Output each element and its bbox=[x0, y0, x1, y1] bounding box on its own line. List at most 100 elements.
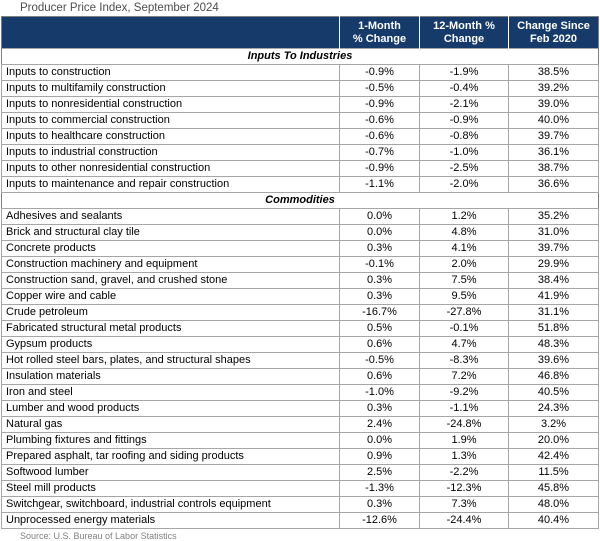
row-value: 0.3% bbox=[339, 240, 420, 257]
row-label: Construction machinery and equipment bbox=[1, 256, 340, 273]
table-row: Inputs to maintenance and repair constru… bbox=[1, 176, 599, 193]
table-row: Inputs to healthcare construction -0.6% -0… bbox=[1, 128, 599, 145]
table-row: Gypsum products 0.6% 4.7% 48.3% bbox=[1, 336, 599, 353]
row-value: 39.2% bbox=[508, 80, 599, 97]
row-value: -0.7% bbox=[339, 144, 420, 161]
row-value: 31.1% bbox=[508, 304, 599, 321]
row-value: 38.7% bbox=[508, 160, 599, 177]
row-value: 39.0% bbox=[508, 96, 599, 113]
row-label: Lumber and wood products bbox=[1, 400, 340, 417]
row-value: 1.9% bbox=[419, 432, 509, 449]
row-value: 2.0% bbox=[419, 256, 509, 273]
row-value: -0.9% bbox=[339, 64, 420, 81]
table-row: Insulation materials 0.6% 7.2% 46.8% bbox=[1, 368, 599, 385]
row-value: 20.0% bbox=[508, 432, 599, 449]
row-value: -0.1% bbox=[339, 256, 420, 273]
row-value: 0.6% bbox=[339, 368, 420, 385]
row-value: -0.9% bbox=[339, 160, 420, 177]
row-value: 2.4% bbox=[339, 416, 420, 433]
row-value: -1.0% bbox=[339, 384, 420, 401]
header-line: 1-Month bbox=[358, 19, 401, 32]
row-value: 42.4% bbox=[508, 448, 599, 465]
table-row: Inputs to commercial construction -0.6% -0… bbox=[1, 112, 599, 129]
header-line: % Change bbox=[352, 32, 407, 45]
row-value: 7.3% bbox=[419, 496, 509, 513]
table-row: Natural gas 2.4% -24.8% 3.2% bbox=[1, 416, 599, 433]
row-value: 36.1% bbox=[508, 144, 599, 161]
row-label: Natural gas bbox=[1, 416, 340, 433]
table-row: Lumber and wood products 0.3% -1.1% 24.3% bbox=[1, 400, 599, 417]
row-label: Construction sand, gravel, and crushed s… bbox=[1, 272, 340, 289]
row-label: Hot rolled steel bars, plates, and struc… bbox=[1, 352, 340, 369]
row-value: 0.3% bbox=[339, 400, 420, 417]
header-cell-12-month: 12-Month % Change bbox=[419, 16, 509, 49]
row-label: Inputs to commercial construction bbox=[1, 112, 340, 129]
row-value: 51.8% bbox=[508, 320, 599, 337]
row-label: Brick and structural clay tile bbox=[1, 224, 340, 241]
row-value: -9.2% bbox=[419, 384, 509, 401]
row-value: 0.0% bbox=[339, 208, 420, 225]
row-value: -2.0% bbox=[419, 176, 509, 193]
table-row: Inputs to multifamily construction -0.5% -… bbox=[1, 80, 599, 97]
row-label: Unprocessed energy materials bbox=[1, 512, 340, 529]
row-value: 36.6% bbox=[508, 176, 599, 193]
row-label: Insulation materials bbox=[1, 368, 340, 385]
table-row: Crude petroleum -16.7% -27.8% 31.1% bbox=[1, 304, 599, 321]
row-value: 0.3% bbox=[339, 288, 420, 305]
row-value: 29.9% bbox=[508, 256, 599, 273]
row-value: -12.6% bbox=[339, 512, 420, 529]
row-value: 11.5% bbox=[508, 464, 599, 481]
row-label: Switchgear, switchboard, industrial cont… bbox=[1, 496, 340, 513]
row-value: -1.9% bbox=[419, 64, 509, 81]
table-row: Inputs to nonresidential construction -0.… bbox=[1, 96, 599, 113]
section-header-row: Commodities bbox=[1, 192, 599, 209]
row-value: -2.5% bbox=[419, 160, 509, 177]
row-value: 39.6% bbox=[508, 352, 599, 369]
row-value: 9.5% bbox=[419, 288, 509, 305]
row-value: 3.2% bbox=[508, 416, 599, 433]
row-value: -0.9% bbox=[339, 96, 420, 113]
table-row: Prepared asphalt, tar roofing and siding… bbox=[1, 448, 599, 465]
row-value: 1.2% bbox=[419, 208, 509, 225]
row-value: -0.5% bbox=[339, 80, 420, 97]
table-row: Switchgear, switchboard, industrial cont… bbox=[1, 496, 599, 513]
row-value: 24.3% bbox=[508, 400, 599, 417]
row-value: 48.3% bbox=[508, 336, 599, 353]
row-value: 7.5% bbox=[419, 272, 509, 289]
table-row: Inputs to construction -0.9% -1.9% 38.5% bbox=[1, 64, 599, 81]
row-value: 41.9% bbox=[508, 288, 599, 305]
section-title: Inputs To Industries bbox=[1, 48, 599, 65]
row-value: 4.7% bbox=[419, 336, 509, 353]
table-row: Softwood lumber 2.5% -2.2% 11.5% bbox=[1, 464, 599, 481]
row-value: 0.0% bbox=[339, 224, 420, 241]
row-label: Crude petroleum bbox=[1, 304, 340, 321]
row-value: 40.0% bbox=[508, 112, 599, 129]
header-line: 12-Month % bbox=[433, 19, 495, 32]
row-value: 31.0% bbox=[508, 224, 599, 241]
table-row: Hot rolled steel bars, plates, and struc… bbox=[1, 352, 599, 369]
row-value: -1.1% bbox=[419, 400, 509, 417]
row-label: Softwood lumber bbox=[1, 464, 340, 481]
row-value: -0.5% bbox=[339, 352, 420, 369]
row-value: 38.5% bbox=[508, 64, 599, 81]
header-line: Feb 2020 bbox=[529, 32, 578, 45]
row-label: Adhesives and sealants bbox=[1, 208, 340, 225]
table-row: Brick and structural clay tile 0.0% 4.8% 31… bbox=[1, 224, 599, 241]
table-row: Adhesives and sealants 0.0% 1.2% 35.2% bbox=[1, 208, 599, 225]
row-label: Inputs to nonresidential construction bbox=[1, 96, 340, 113]
table-row: Unprocessed energy materials -12.6% -24.4%… bbox=[1, 512, 599, 529]
table-body: Inputs To Industries Inputs to constructi… bbox=[1, 48, 599, 529]
table-row: Fabricated structural metal products 0.5%… bbox=[1, 320, 599, 337]
row-value: 7.2% bbox=[419, 368, 509, 385]
row-value: 0.0% bbox=[339, 432, 420, 449]
table-row: Inputs to other nonresidential construct… bbox=[1, 160, 599, 177]
row-value: 0.3% bbox=[339, 496, 420, 513]
table-header: 1-Month % Change 12-Month % Change Chang… bbox=[1, 16, 599, 49]
row-label: Plumbing fixtures and fittings bbox=[1, 432, 340, 449]
row-value: -8.3% bbox=[419, 352, 509, 369]
table-row: Iron and steel -1.0% -9.2% 40.5% bbox=[1, 384, 599, 401]
row-value: -1.1% bbox=[339, 176, 420, 193]
row-label: Inputs to other nonresidential construct… bbox=[1, 160, 340, 177]
row-value: 48.0% bbox=[508, 496, 599, 513]
row-value: 0.5% bbox=[339, 320, 420, 337]
